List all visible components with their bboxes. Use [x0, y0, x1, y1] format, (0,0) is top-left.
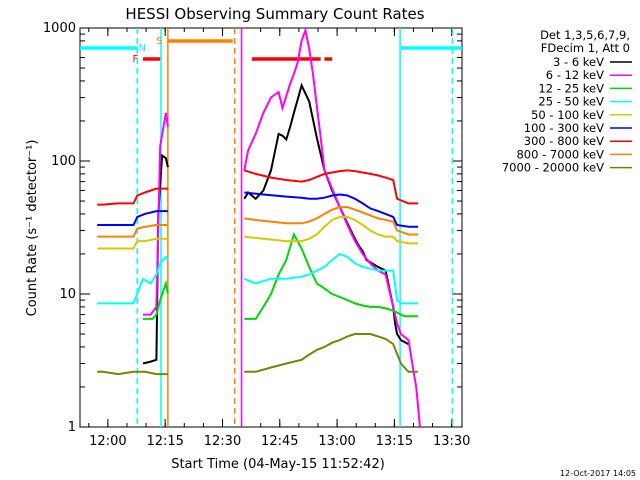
legend-header-line-2: FDecim 1, Att 0 [541, 41, 630, 55]
x-tick-label: 12:15 [146, 434, 183, 449]
legend-label: 7000 - 20000 keV [502, 161, 604, 175]
legend-header-line-1: Det 1,3,5,6,7,9, [540, 28, 630, 42]
y-tick-label: 1000 [43, 21, 76, 36]
x-tick-label: 12:30 [204, 434, 241, 449]
flag-label-s: S [156, 36, 162, 47]
x-axis-label: Start Time (04-May-15 11:52:42) [171, 457, 385, 472]
series-line-4 [97, 252, 419, 305]
y-tick-label: 10 [59, 287, 76, 302]
flag-label-n: N [139, 43, 146, 54]
flag-label-f: F [133, 54, 139, 65]
series-line-8 [97, 206, 419, 238]
series-line-6 [97, 191, 419, 228]
y-tick-label: 1 [68, 420, 76, 435]
legend-label: 25 - 50 keV [538, 95, 604, 109]
x-tick-label: 13:30 [433, 434, 470, 449]
y-tick-label: 100 [51, 154, 76, 169]
x-tick-label: 12:45 [261, 434, 298, 449]
x-tick-label: 12:00 [89, 434, 126, 449]
plot-clip-group [80, 28, 462, 427]
legend-label: 100 - 300 keV [524, 121, 604, 135]
legend-label: 6 - 12 keV [546, 68, 604, 82]
series-line-5 [97, 215, 419, 250]
series-line-9 [97, 333, 419, 376]
legend-label: 50 - 100 keV [531, 108, 604, 122]
x-tick-label: 13:15 [376, 434, 413, 449]
legend-label: 300 - 800 keV [524, 134, 604, 148]
legend-label: 3 - 6 keV [553, 55, 604, 69]
plot-area: 1 10 100 1000 12:00 12:15 12:30 12:45 13:00 13:15… [43, 21, 471, 449]
legend-label: 12 - 25 keV [538, 81, 604, 95]
series-line-2 [143, 28, 421, 427]
chart-title: HESSI Observing Summary Count Rates [125, 5, 424, 23]
footer-timestamp: 12-Oct-2017 14:05 [560, 469, 636, 478]
y-axis-label: Count Rate (s⁻¹ detector⁻¹) [25, 140, 40, 317]
plot-frame [79, 27, 463, 428]
series-line-3 [143, 231, 419, 320]
legend-label: 800 - 7000 keV [516, 147, 604, 161]
series-line-7 [97, 169, 419, 206]
x-tick-label: 13:00 [318, 434, 355, 449]
series-line-1 [142, 82, 409, 365]
